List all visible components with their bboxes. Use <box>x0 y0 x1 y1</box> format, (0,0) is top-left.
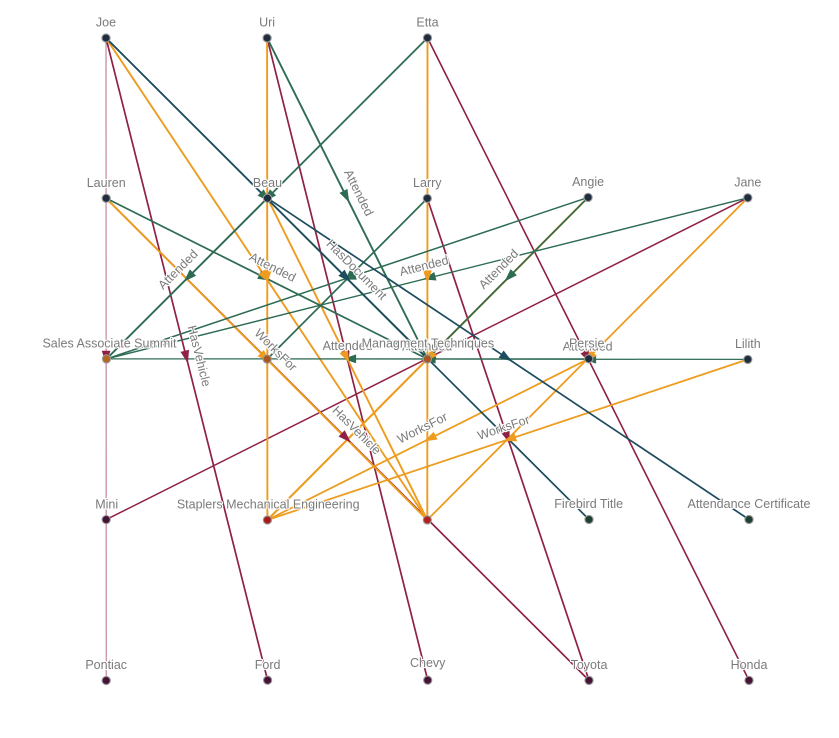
svg-text:Lauren: Lauren <box>87 176 126 190</box>
svg-text:Firebird Title: Firebird Title <box>554 497 623 511</box>
svg-text:Toyota: Toyota <box>571 658 608 672</box>
svg-text:Persie: Persie <box>569 337 604 351</box>
svg-text:Managment Techniques: Managment Techniques <box>362 337 495 351</box>
svg-text:Angie: Angie <box>572 175 604 189</box>
svg-text:Jane: Jane <box>734 176 761 190</box>
svg-text:Attendance Certificate: Attendance Certificate <box>688 497 811 511</box>
svg-text:Lilith: Lilith <box>735 337 761 351</box>
svg-text:Uri: Uri <box>259 16 275 30</box>
svg-text:Etta: Etta <box>416 16 438 30</box>
svg-text:Joe: Joe <box>96 16 116 30</box>
svg-text:Staplers Mechanical Engineerin: Staplers Mechanical Engineering <box>177 498 360 512</box>
svg-text:Ford: Ford <box>255 658 281 672</box>
svg-text:Mini: Mini <box>95 497 118 511</box>
svg-text:Honda: Honda <box>731 658 768 672</box>
svg-text:Chevy: Chevy <box>410 656 446 670</box>
svg-text:Larry: Larry <box>413 176 442 190</box>
svg-text:Pontiac: Pontiac <box>85 658 127 672</box>
svg-text:Beau: Beau <box>253 176 282 190</box>
svg-text:Sales Associate Summit: Sales Associate Summit <box>42 337 177 351</box>
